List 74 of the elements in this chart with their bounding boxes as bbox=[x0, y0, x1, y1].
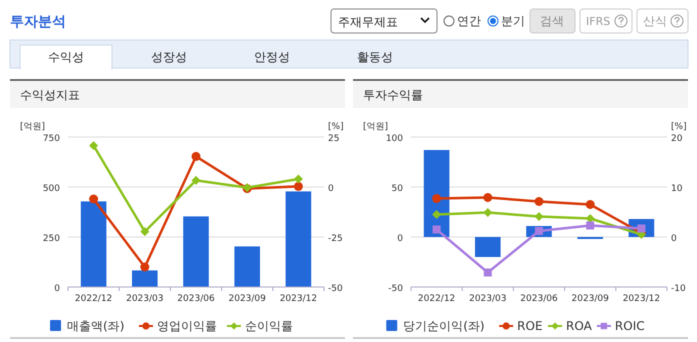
y-axis-title: [억원] bbox=[20, 122, 46, 132]
y2-tick-label: -50 bbox=[328, 284, 343, 294]
bar bbox=[234, 246, 260, 287]
point bbox=[432, 226, 441, 234]
y-tick-label: 0 bbox=[397, 234, 404, 244]
text: 투자분석 bbox=[10, 14, 66, 30]
text: 연간 bbox=[457, 14, 481, 28]
legend-label: 순이익률 bbox=[244, 319, 293, 333]
y2-axis-title: [%] bbox=[671, 122, 687, 132]
chart-title: 수익성지표 bbox=[20, 88, 80, 102]
x-tick-label: 2023/03 bbox=[469, 294, 506, 304]
text: 수익성 bbox=[48, 50, 84, 64]
y-tick-label: 100 bbox=[386, 134, 404, 144]
text: 활동성 bbox=[357, 50, 393, 64]
x-tick-label: 2023/12 bbox=[280, 294, 318, 304]
point bbox=[534, 197, 544, 206]
text: 성장성 bbox=[151, 50, 187, 64]
x-tick-label: 2023/06 bbox=[177, 294, 215, 304]
y-tick-label: 250 bbox=[42, 234, 60, 244]
text: 산식 bbox=[643, 14, 667, 28]
point bbox=[484, 268, 492, 276]
y-tick-label: 750 bbox=[42, 134, 60, 144]
y-axis-title: [억원] bbox=[363, 122, 388, 132]
x-tick-label: 2023/03 bbox=[126, 294, 164, 304]
point bbox=[192, 152, 200, 161]
y2-tick-label: 0 bbox=[328, 184, 334, 194]
point bbox=[586, 222, 594, 230]
bar bbox=[475, 237, 501, 257]
y2-tick-label: 0 bbox=[671, 234, 677, 244]
x-tick-label: 2023/06 bbox=[520, 294, 558, 304]
text: 분기 bbox=[501, 14, 525, 28]
y-tick-label: 0 bbox=[54, 284, 60, 294]
bar bbox=[183, 216, 209, 287]
x-tick-label: 2022/12 bbox=[418, 294, 456, 304]
legend-label: ROE bbox=[517, 319, 543, 333]
text: 검색 bbox=[540, 14, 564, 28]
x-tick-label: 2023/09 bbox=[572, 294, 610, 304]
bar bbox=[80, 201, 106, 287]
y-tick-label: 50 bbox=[392, 184, 404, 194]
y2-tick-label: 25 bbox=[328, 134, 340, 144]
x-tick-label: 2023/09 bbox=[228, 294, 266, 304]
x-tick-label: 2023/12 bbox=[622, 294, 660, 304]
text: IFRS bbox=[586, 15, 610, 28]
point bbox=[89, 141, 98, 150]
y2-tick-label: -25 bbox=[328, 234, 343, 244]
y2-axis-title: [%] bbox=[328, 122, 344, 132]
point bbox=[294, 182, 303, 191]
point bbox=[586, 200, 595, 209]
text: 안정성 bbox=[254, 50, 290, 64]
text: 주재무제표 bbox=[338, 15, 398, 29]
legend-label: 당기순이익(좌) bbox=[403, 319, 485, 333]
y2-tick-label: 10 bbox=[671, 184, 683, 194]
point bbox=[140, 262, 150, 272]
point bbox=[192, 176, 200, 185]
point bbox=[89, 194, 98, 204]
bar bbox=[286, 191, 312, 287]
y2-tick-label: -10 bbox=[671, 284, 686, 294]
point bbox=[140, 227, 150, 236]
point bbox=[534, 212, 544, 221]
chart-title: 투자수익률 bbox=[363, 88, 423, 102]
y-tick-label: -50 bbox=[388, 284, 404, 294]
bar bbox=[424, 150, 450, 237]
y-tick-label: 500 bbox=[42, 184, 60, 194]
legend-label: 매출액(좌) bbox=[67, 319, 124, 333]
x-tick-label: 2022/12 bbox=[74, 294, 112, 304]
point bbox=[294, 174, 303, 184]
point bbox=[432, 194, 442, 203]
legend-label: 영업이익률 bbox=[156, 319, 217, 333]
bar bbox=[132, 270, 158, 287]
point bbox=[483, 193, 492, 202]
legend-label: ROA bbox=[566, 319, 593, 333]
point bbox=[483, 208, 492, 217]
y2-tick-label: 20 bbox=[671, 134, 683, 144]
legend-label: ROIC bbox=[614, 319, 645, 333]
